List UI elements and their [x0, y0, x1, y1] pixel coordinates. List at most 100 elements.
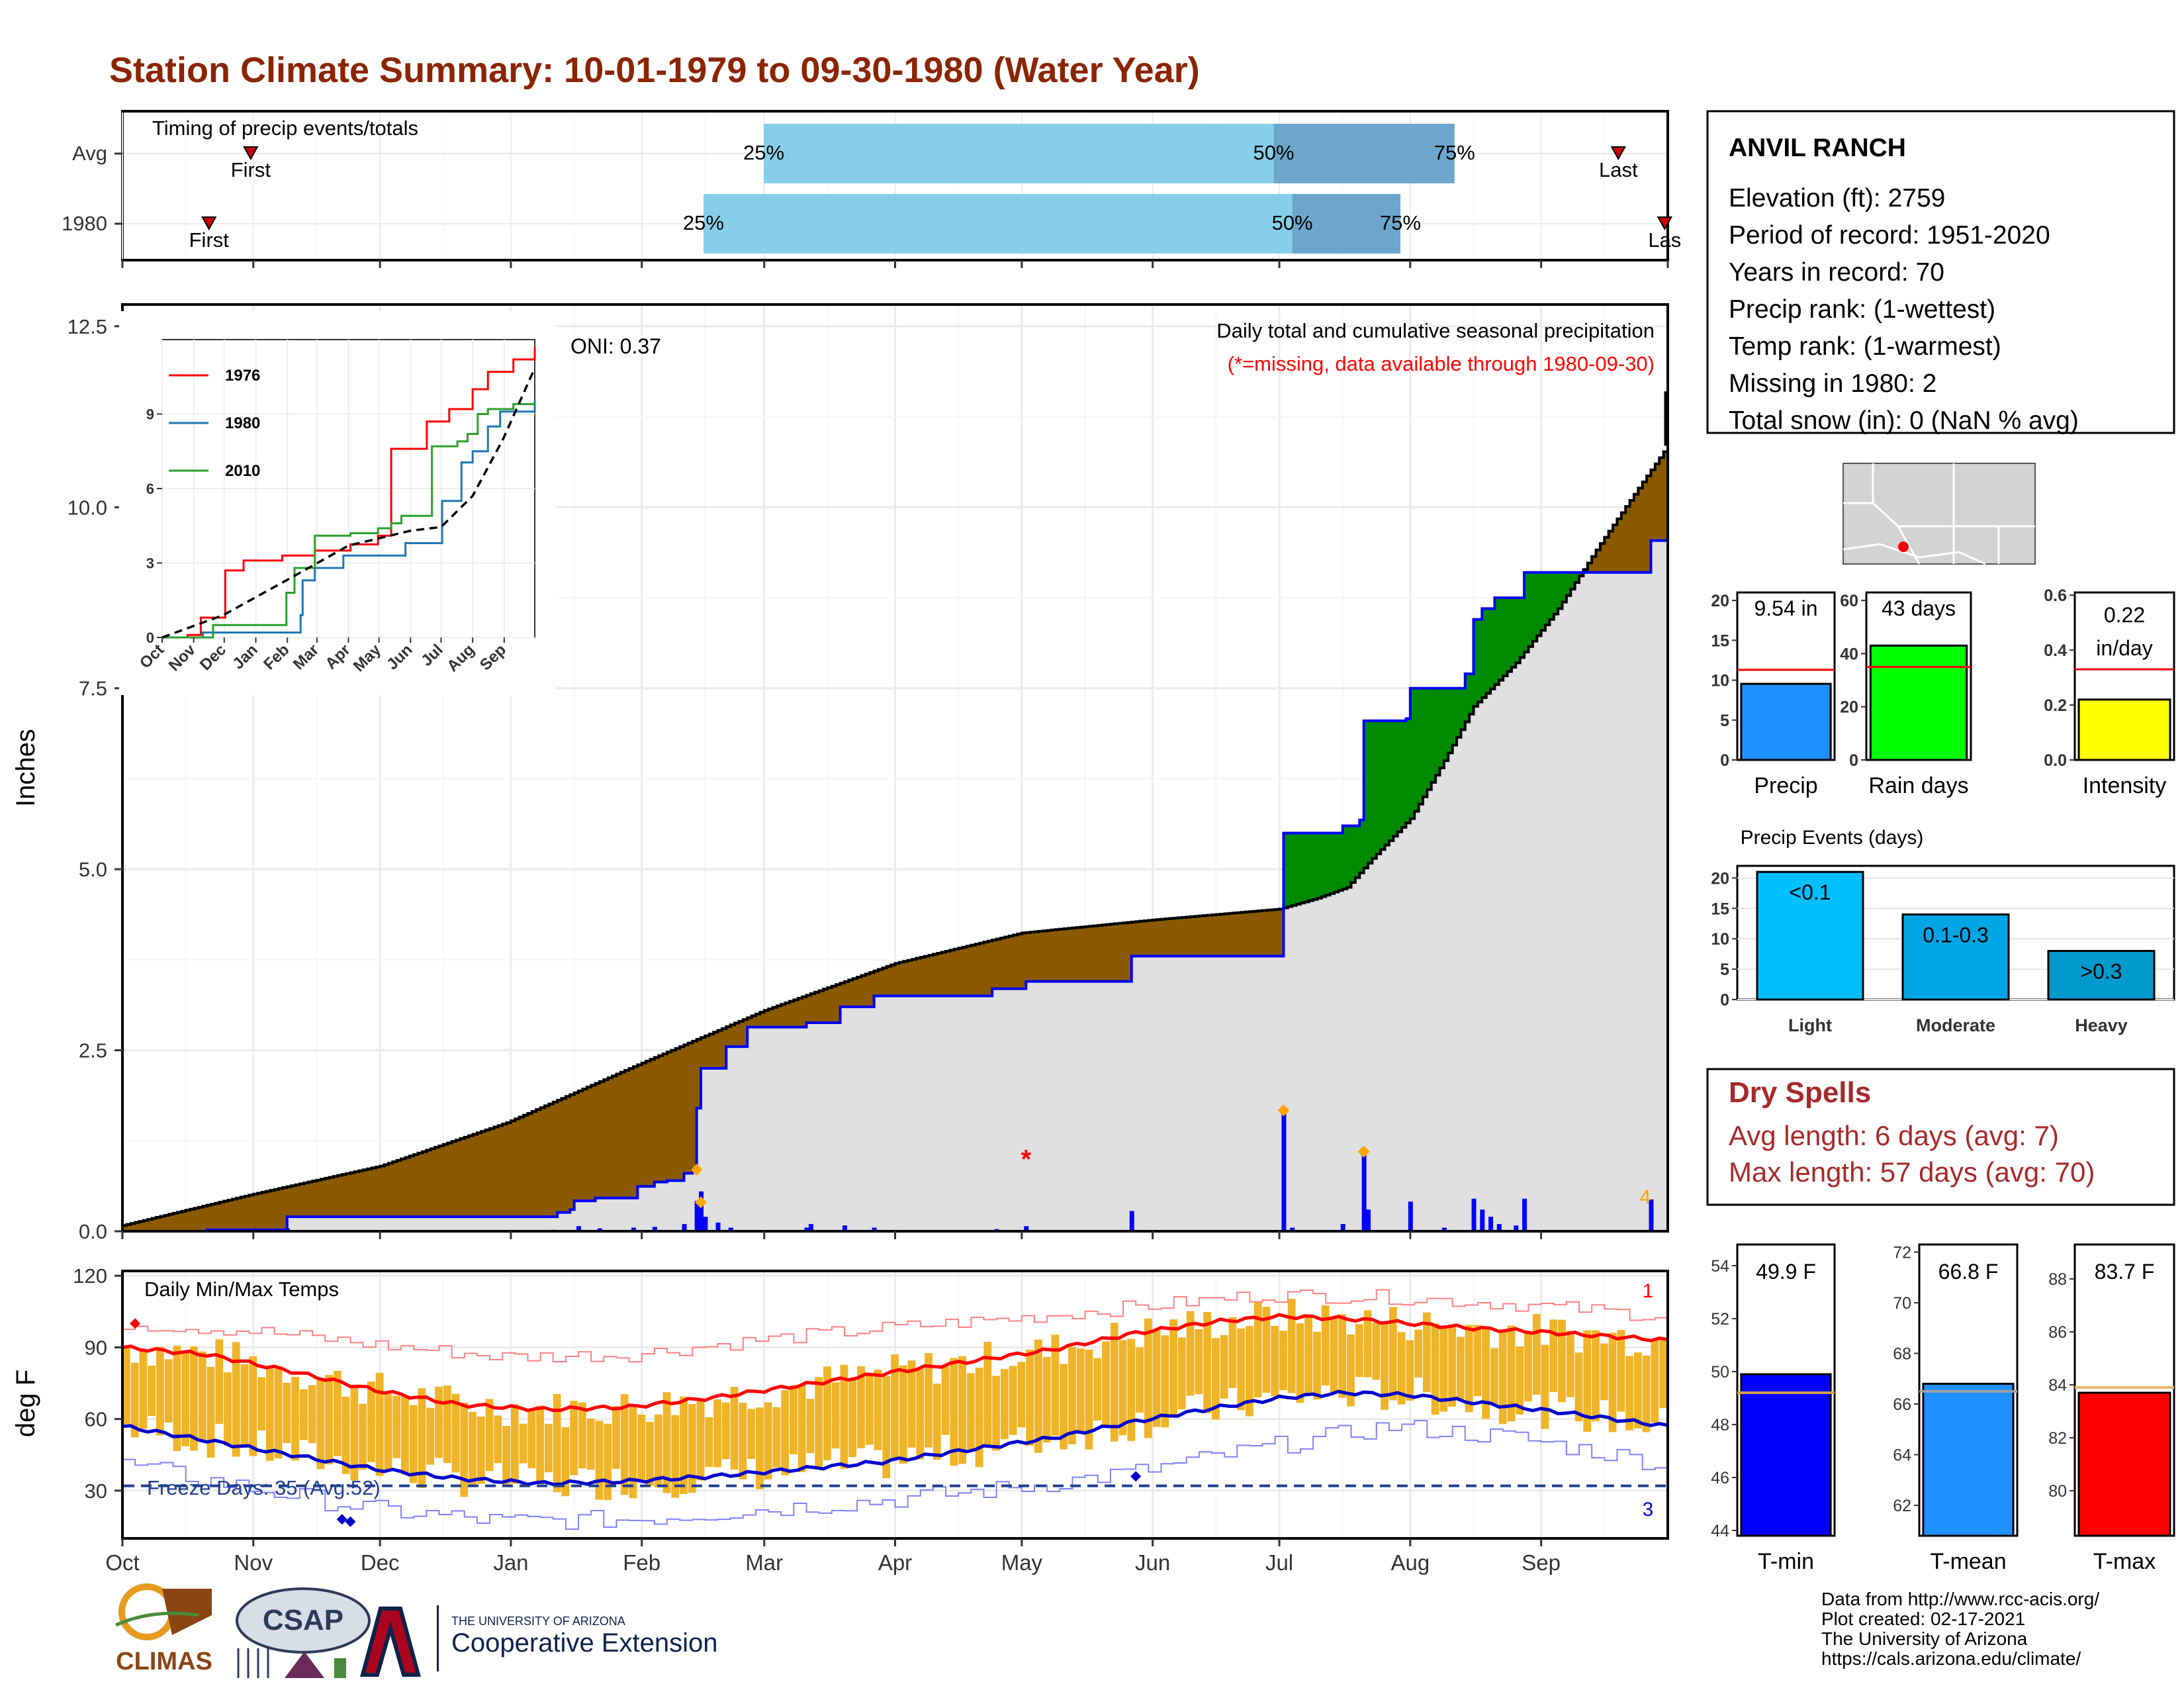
deficit-area [1216, 914, 1221, 957]
precip-events-title: Precip Events (days) [1741, 827, 1924, 849]
month-axis-label: Dec [361, 1550, 400, 1575]
precip-total-value-label: 9.54 in [1754, 596, 1817, 620]
deficit-area [1097, 925, 1103, 982]
deficit-area [713, 1032, 719, 1068]
t-min-y-tick-label: 46 [1711, 1469, 1729, 1487]
surplus-area [1334, 833, 1339, 892]
deficit-area [586, 1087, 592, 1201]
temp-record-marker [345, 1516, 356, 1527]
daily-temp-bar [1321, 1305, 1330, 1385]
daily-temp-bar [916, 1368, 925, 1460]
deficit-area [916, 958, 921, 996]
month-axis-label: Mar [745, 1550, 783, 1575]
daily-temp-bar [755, 1407, 764, 1489]
daily-temp-bar [1287, 1299, 1296, 1393]
daily-temp-bar [139, 1350, 148, 1429]
daily-temp-bar [696, 1400, 705, 1481]
temp-y-tick-label: 90 [85, 1336, 107, 1359]
deficit-area [1021, 933, 1026, 989]
surplus-area [1296, 833, 1301, 904]
rain-days-y-tick-label: 60 [1840, 592, 1858, 610]
deficit-area [1136, 921, 1141, 957]
daily-temp-bar [316, 1378, 325, 1470]
t-max-y-tick-label: 82 [2048, 1429, 2067, 1448]
precip-total-y-tick-label: 20 [1711, 592, 1729, 610]
deficit-area [1633, 494, 1639, 573]
daily-precip-bar [1480, 1209, 1485, 1231]
surplus-area [1342, 825, 1347, 889]
deficit-area [865, 974, 870, 1007]
map-border-mexico [1843, 543, 1986, 565]
deficit-area [456, 1140, 461, 1217]
deficit-area [295, 1184, 300, 1217]
surplus-area [1486, 608, 1491, 694]
deficit-area [257, 1193, 263, 1230]
daily-temp-bar [1422, 1312, 1431, 1393]
surplus-area [1418, 688, 1424, 804]
deficit-area [346, 1173, 351, 1217]
deficit-area [857, 976, 862, 1007]
deficit-area [1072, 927, 1077, 982]
daily-precip-bar [631, 1227, 636, 1231]
deficit-area [1009, 935, 1014, 989]
daily-temp-bar [1608, 1333, 1617, 1432]
daily-temp-bar [359, 1403, 367, 1470]
t-max-chart: 80 82 84 86 88 83.7 F T-max [2048, 1243, 2175, 1574]
daily-temp-bar [291, 1377, 299, 1461]
daily-temp-bar [1304, 1315, 1313, 1393]
cumulative-precip-chart: * [122, 391, 1669, 1233]
daily-precip-bar [804, 1227, 809, 1231]
credit-line: Data from http://www.rcc-acis.org/ [1821, 1589, 2099, 1609]
deficit-area [1207, 915, 1212, 957]
daily-temp-bar [1102, 1341, 1110, 1427]
timing-last-label: Last [1599, 158, 1638, 181]
surplus-area [1410, 688, 1415, 819]
deficit-area [384, 1164, 389, 1217]
deficit-area [1258, 911, 1263, 957]
daily-precip-bar [1496, 1224, 1502, 1231]
avg-tmax-line [122, 1313, 1668, 1413]
deficit-area [544, 1105, 549, 1217]
surplus-area [1313, 833, 1318, 900]
climas-logo-text: CLIMAS [116, 1648, 212, 1675]
daily-temp-bar [206, 1366, 215, 1458]
deficit-area [760, 1012, 765, 1027]
daily-temp-bar [536, 1405, 544, 1485]
daily-temp-bar [739, 1403, 747, 1480]
deficit-area [772, 1007, 778, 1027]
deficit-area [126, 1224, 132, 1231]
daily-temp-bar [1406, 1340, 1414, 1401]
deficit-area [325, 1178, 330, 1217]
deficit-area [937, 953, 942, 996]
deficit-area [671, 1050, 676, 1181]
deficit-area [1211, 915, 1216, 957]
daily-temp-bar [857, 1366, 865, 1448]
daily-temp-bar [1347, 1334, 1355, 1407]
deficit-area [629, 1068, 634, 1198]
deficit-area [941, 952, 946, 996]
map-state-borders [1843, 463, 2035, 565]
daily-temp-bar [1026, 1349, 1034, 1446]
t-min-chart: 44 46 48 50 52 54 49.9 F T-min [1711, 1243, 1836, 1574]
deficit-area [265, 1191, 271, 1230]
daily-precip-bar [694, 1201, 700, 1231]
daily-temp-bar [823, 1366, 831, 1460]
daily-temp-bar [1532, 1314, 1541, 1395]
daily-temp-bar [367, 1382, 375, 1462]
deficit-area [662, 1054, 668, 1182]
deficit-area [794, 1000, 799, 1027]
daily-precip-bar [652, 1227, 657, 1231]
deficit-area [735, 1023, 740, 1047]
deficit-area [367, 1168, 373, 1217]
daily-temp-bar [882, 1376, 891, 1479]
daily-temp-bar [1583, 1330, 1592, 1432]
deficit-area [299, 1184, 304, 1217]
daily-temp-bar [662, 1392, 671, 1493]
precip-events-category-label: Moderate [1916, 1015, 1995, 1035]
t-max-category-label: T-max [2093, 1549, 2156, 1574]
deficit-area [1118, 923, 1124, 982]
timing-label-75: 75% [1434, 141, 1475, 164]
deficit-area [477, 1133, 482, 1217]
month-axis-label: May [1001, 1550, 1043, 1575]
daily-temp-bar [1009, 1366, 1017, 1435]
